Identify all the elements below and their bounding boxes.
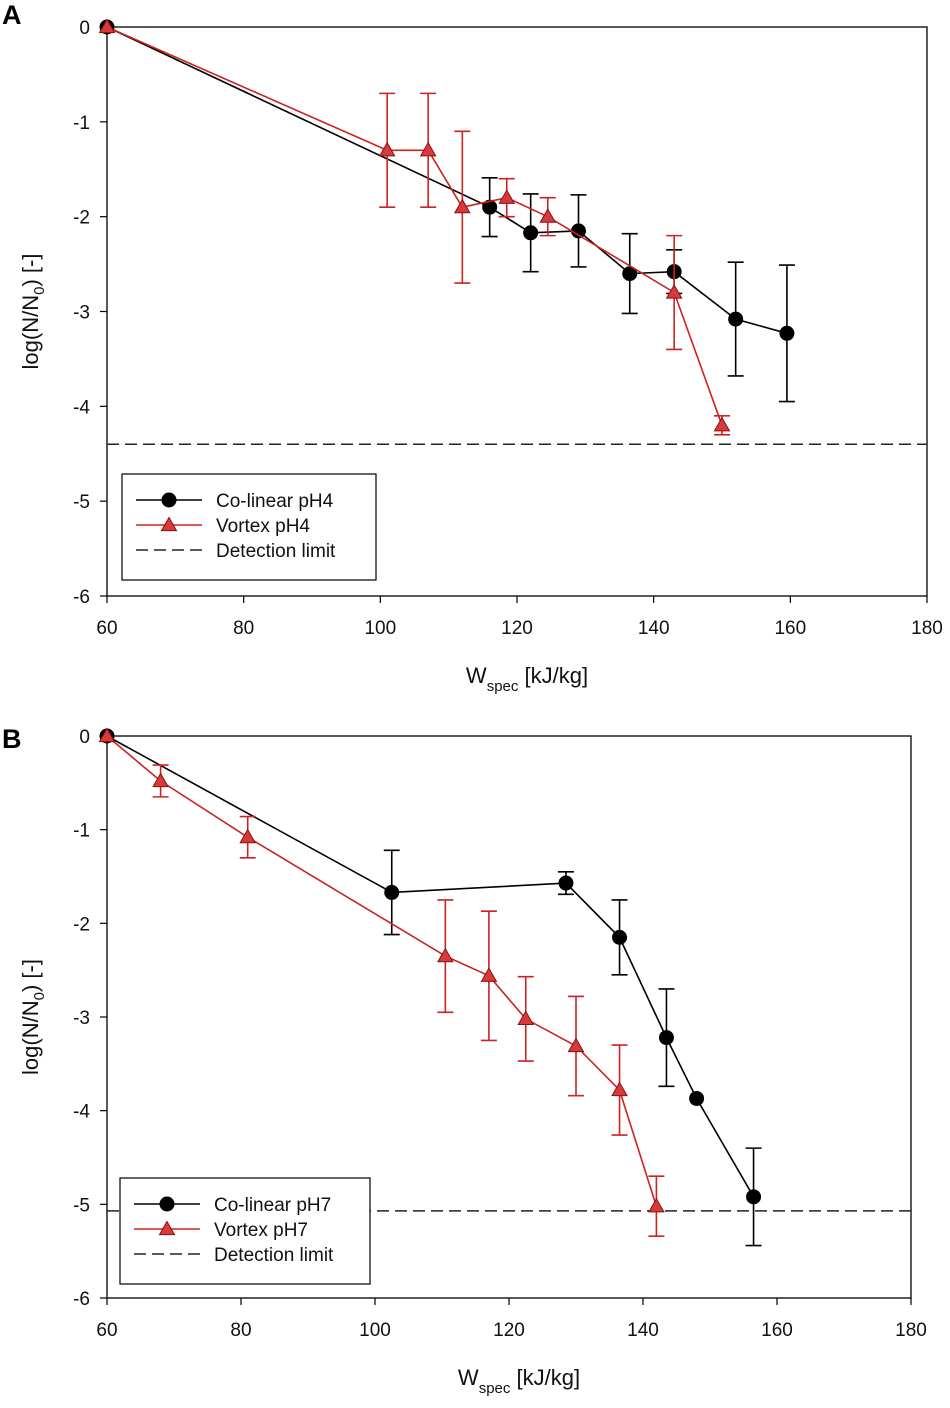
y-tick-label: -1 [73, 821, 90, 842]
x-tick-label: 120 [501, 618, 533, 639]
series-vortex [98, 18, 731, 436]
y-tick-label: 0 [79, 18, 90, 39]
colinear-point [558, 875, 574, 891]
vortex-point [611, 1081, 628, 1097]
vortex-series-line [106, 735, 658, 1207]
y-axis-title: log(N/N0) [-] [18, 959, 48, 1075]
x-tick-label: 80 [233, 618, 254, 639]
legend-swatch-colinear-marker [159, 1196, 175, 1212]
legend-entry-label: Vortex pH7 [214, 1220, 308, 1241]
legend-swatch-vortex-marker [158, 1220, 176, 1236]
y-tick-label: -4 [73, 397, 90, 418]
colinear-point [612, 929, 628, 945]
x-tick-label: 180 [895, 1320, 927, 1341]
vortex-point [539, 208, 557, 223]
vortex-point [567, 1037, 585, 1053]
y-tick-label: -5 [73, 492, 90, 513]
x-tick-label: 140 [638, 618, 670, 639]
legend: Co-linear pH7 Vortex pH7 Detection limit [119, 1177, 371, 1285]
colinear-point [689, 1090, 705, 1106]
x-axis-title: Wspec [kJ/kg] [458, 1365, 580, 1397]
x-tick-label: 80 [230, 1320, 251, 1341]
vortex-point [648, 1197, 665, 1213]
series-colinear [99, 19, 795, 403]
legend-entry-label: Detection limit [214, 1245, 334, 1266]
x-axis-title: Wspec [kJ/kg] [466, 663, 588, 695]
y-tick-label: -6 [73, 587, 90, 608]
vortex-point [665, 284, 683, 299]
colinear-point [779, 325, 795, 341]
vortex-point [378, 141, 396, 157]
colinear-point [728, 311, 744, 327]
y-tick-label: -5 [73, 1195, 90, 1216]
chart-panel-B: B 60 80 100 120 140 160 180 0 -1 -2 -3 -4 -5 -6 Wspec [… [2, 724, 927, 1397]
legend-swatch-vortex-marker [160, 516, 178, 532]
x-tick-label: 140 [627, 1320, 659, 1341]
y-tick-label: -3 [73, 303, 90, 324]
x-tick-label: 120 [493, 1320, 525, 1341]
x-tick-label: 60 [96, 1320, 117, 1341]
vortex-point [98, 727, 116, 743]
y-tick-label: -3 [73, 1008, 90, 1029]
y-tick-label: -1 [73, 113, 90, 134]
chart-panel-A: A 60 80 100 120 140 160 180 0 -1 -2 -3 -4 -5 -6 Wspec [… [2, 0, 943, 695]
vortex-point [713, 416, 731, 432]
x-tick-label: 100 [359, 1320, 391, 1341]
x-tick-label: 160 [774, 618, 806, 639]
vortex-point [152, 772, 169, 788]
panel-label: B [2, 724, 22, 754]
colinear-series-line [106, 735, 755, 1198]
vortex-point [239, 828, 257, 844]
legend-swatch-colinear-marker [161, 492, 177, 508]
colinear-point [482, 199, 498, 215]
vortex-point [419, 141, 437, 157]
vortex-point [98, 18, 116, 34]
colinear-point [523, 225, 539, 241]
legend: Co-linear pH4 Vortex pH4 Detection limit [121, 473, 377, 581]
colinear-point [384, 884, 400, 900]
vortex-series-line [106, 26, 723, 426]
series-vortex [98, 727, 665, 1237]
x-tick-label: 100 [364, 618, 396, 639]
x-tick-label: 60 [96, 618, 117, 639]
y-tick-label: -2 [73, 914, 90, 935]
y-tick-label: -4 [73, 1102, 90, 1123]
colinear-series-line [106, 26, 788, 335]
panel-label: A [2, 0, 22, 30]
y-tick-label: 0 [79, 727, 90, 748]
vortex-point [480, 967, 498, 982]
vortex-point [498, 189, 516, 204]
x-tick-label: 180 [911, 618, 943, 639]
vortex-point [436, 947, 454, 963]
legend-entry-label: Vortex pH4 [216, 516, 310, 537]
colinear-point [658, 1030, 674, 1046]
vortex-point [453, 198, 471, 214]
y-tick-label: -6 [73, 1289, 90, 1310]
y-axis-title: log(N/N0) [-] [18, 254, 48, 370]
legend-entry-label: Co-linear pH7 [214, 1195, 331, 1216]
legend-entry-label: Detection limit [216, 541, 336, 562]
y-tick-label: -2 [73, 208, 90, 229]
vortex-point [517, 1010, 535, 1025]
colinear-point [746, 1189, 762, 1205]
x-tick-label: 160 [761, 1320, 793, 1341]
legend-entry-label: Co-linear pH4 [216, 491, 334, 512]
